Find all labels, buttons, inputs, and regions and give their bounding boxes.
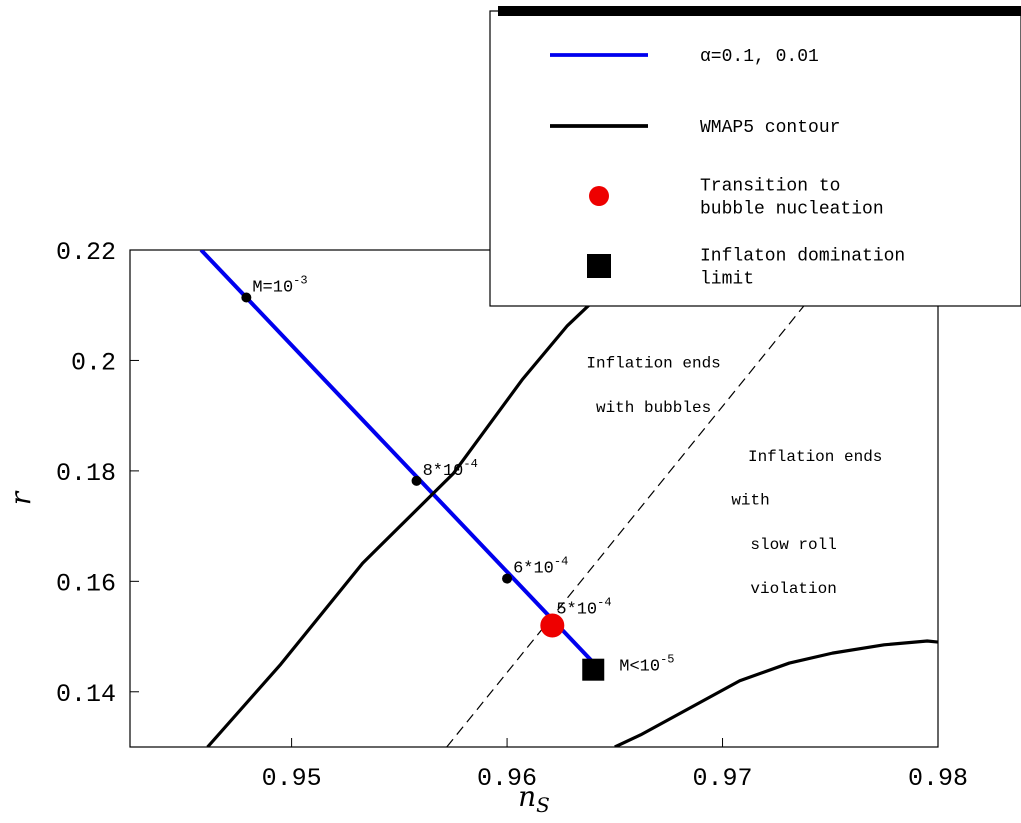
axis-ticks: 0.95 0.96 0.97 0.98 0.14 0.16 0.18 0.2 0.22 [56, 238, 968, 793]
point-label: 5*10-4 [556, 596, 611, 620]
x-axis-label-sub: S [536, 793, 550, 817]
legend: α=0.1, 0.01 WMAP5 contour Transition to bub… [489, 6, 1021, 307]
points-group: M=10-3 8*10-4 6*10-4 5*10-4 M<10-5 [241, 273, 674, 681]
x-axis-label: nS [518, 780, 550, 817]
series-line-wmap5-contour [614, 639, 938, 747]
legend-swatch-circle [589, 186, 609, 206]
x-tick-label: 0.95 [262, 764, 322, 793]
legend-label: bubble nucleation [700, 200, 884, 220]
series-group [199, 250, 938, 747]
x-axis-label-main: n [518, 780, 536, 813]
series-line-wmap5-contour [206, 304, 591, 747]
annotation-text: Inflation ends [586, 355, 720, 373]
annotation-text: with bubbles [596, 399, 711, 417]
transition-point [540, 613, 565, 638]
legend-label: limit [700, 270, 754, 290]
annotation-text: violation [750, 580, 836, 598]
y-tick-label: 0.18 [56, 459, 116, 488]
data-point [241, 292, 252, 303]
limit-point [582, 658, 605, 681]
x-tick-label: 0.97 [693, 764, 753, 793]
y-tick-label: 0.22 [56, 238, 116, 267]
y-axis-label: r [4, 490, 37, 505]
point-label: M=10-3 [252, 273, 307, 297]
point-label: 6*10-4 [513, 555, 568, 579]
y-tick-label: 0.16 [56, 569, 116, 598]
series-line-alpha [199, 250, 595, 664]
annotation-text: Inflation ends [748, 448, 882, 466]
point-label: M<10-5 [619, 653, 674, 677]
data-point [411, 475, 422, 486]
data-point [502, 573, 513, 584]
legend-label: α=0.1, 0.01 [700, 47, 819, 67]
annotation-group: Inflation ends with bubbles Inflation ends… [586, 355, 882, 598]
x-tick-label: 0.96 [477, 764, 537, 793]
annotation-text: with [731, 492, 769, 510]
legend-box [489, 10, 1021, 307]
y-tick-label: 0.2 [71, 348, 116, 377]
series-line-boundary [446, 304, 805, 747]
legend-label: WMAP5 contour [700, 118, 840, 138]
point-label: 8*10-4 [423, 457, 478, 481]
legend-label: Inflaton domination [700, 247, 905, 267]
legend-swatch-square [587, 254, 611, 278]
annotation-text: slow roll [750, 536, 836, 554]
legend-label: Transition to [700, 177, 840, 197]
y-tick-label: 0.14 [56, 680, 116, 709]
x-tick-label: 0.98 [908, 764, 968, 793]
plot-frame [129, 249, 939, 748]
